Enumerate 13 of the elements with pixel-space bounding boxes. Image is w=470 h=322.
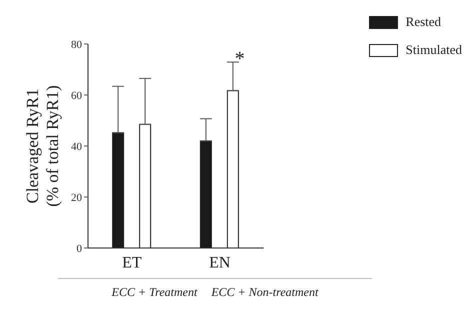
y-tick-label: 0	[76, 242, 82, 255]
y-tick-label: 60	[71, 90, 82, 102]
legend-label: Rested	[406, 14, 442, 30]
text: ECC + Treatment	[112, 285, 198, 300]
y-tick-label: 80	[71, 38, 82, 51]
x-tick-label: EN	[209, 254, 231, 272]
annotation: *	[234, 48, 245, 70]
legend-label: Stimulated	[406, 42, 462, 58]
text: ECC + Non-treatment	[211, 285, 318, 300]
x-tick-label: ET	[122, 254, 142, 272]
y-axis-title: Cleavaged RyR1 (% of total RyR1)	[23, 85, 62, 207]
y-tick-label: 20	[71, 192, 82, 204]
y-tick-label: 40	[71, 140, 82, 153]
